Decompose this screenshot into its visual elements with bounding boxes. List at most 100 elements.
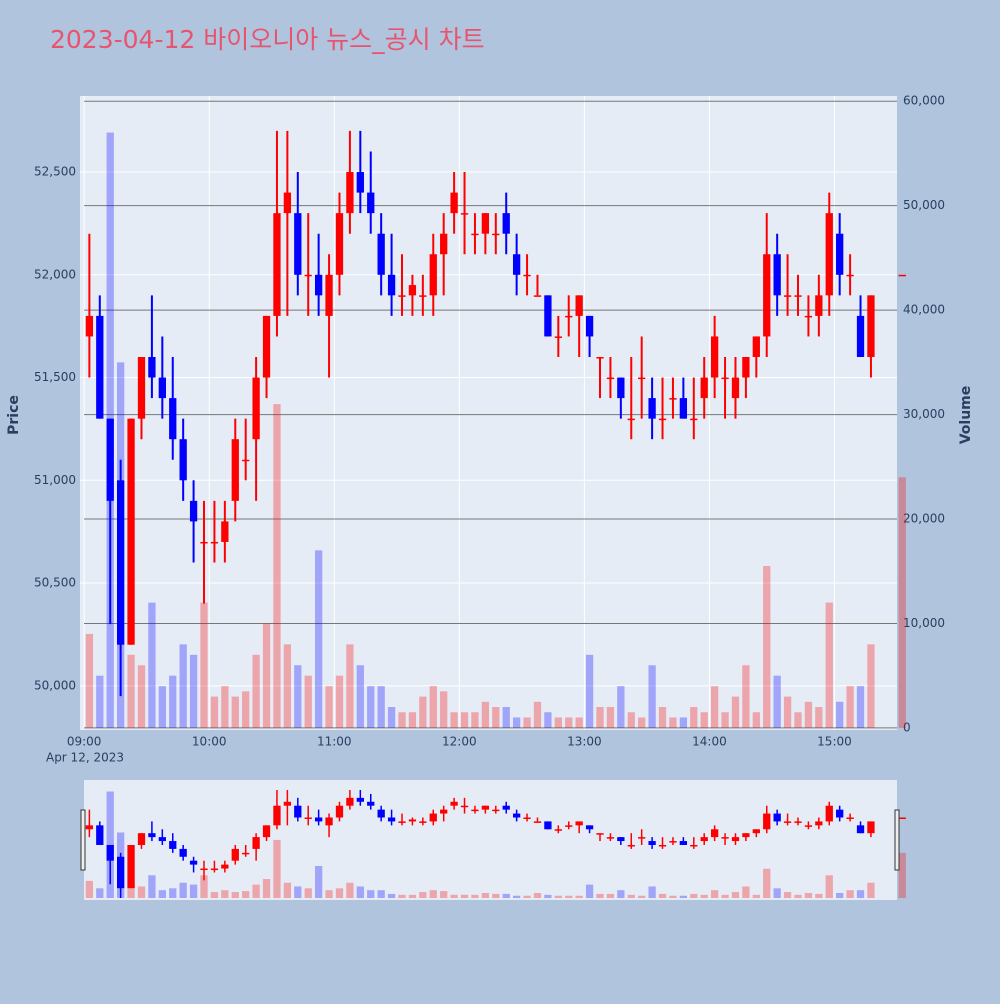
candle-body [387, 817, 396, 822]
candle-body [304, 274, 312, 277]
volume-bar [127, 654, 135, 728]
candle-body [200, 541, 208, 544]
volume-bar [585, 654, 594, 728]
candle-body [377, 233, 385, 275]
volume-bar [450, 712, 458, 728]
candle-body [127, 418, 135, 645]
slider-volume-bar [773, 888, 781, 898]
candle-body [148, 833, 156, 838]
candle-body [189, 860, 198, 865]
volume-bar [148, 602, 156, 728]
candle-body [367, 192, 375, 214]
volume-bar [169, 675, 177, 728]
volume-bar [846, 686, 854, 728]
candle-body [658, 418, 667, 421]
slider-volume-bar [512, 895, 521, 898]
slider-volume-bar [700, 894, 708, 898]
x-tick-label: 10:00 [192, 735, 227, 749]
candle-body [898, 817, 906, 819]
slider-handle[interactable] [80, 809, 86, 871]
candle-body [752, 336, 760, 357]
slider-volume-bar [294, 886, 302, 898]
candle-body [346, 797, 354, 806]
candle-body [210, 868, 219, 871]
volume-bar [700, 712, 708, 728]
volume-bar [356, 665, 364, 728]
slider-volume-bar [450, 894, 458, 898]
volume-bar [273, 404, 281, 728]
candle-body [408, 285, 417, 296]
candle-body [429, 254, 437, 296]
candle-body [856, 825, 865, 834]
candle-body [210, 541, 219, 544]
slider-volume-bar [867, 882, 875, 898]
slider-volume-bar [419, 892, 427, 898]
slider-volume-bar [367, 890, 375, 898]
slider-volume-bar [544, 894, 552, 898]
volume-bar [408, 712, 417, 728]
slider-volume-bar [533, 892, 542, 898]
candle-body [700, 837, 708, 842]
volume-bar [794, 712, 802, 728]
candle-body [137, 356, 146, 419]
candle-body [450, 801, 458, 806]
candle-body [533, 295, 542, 297]
candle-body [231, 848, 239, 861]
slider-volume-bar [169, 888, 177, 898]
slider-handle[interactable] [894, 809, 900, 871]
candle-body [533, 821, 542, 823]
candle-body [763, 813, 771, 830]
slider-volume-bar [804, 892, 813, 898]
slider-volume-bar [815, 893, 823, 898]
candle-body [346, 172, 354, 214]
candle-body [242, 459, 250, 462]
volume-bar [471, 712, 479, 728]
volume-bar [783, 696, 792, 728]
candle-body [544, 821, 552, 830]
candle-body [596, 356, 604, 359]
slider-volume-bar [742, 886, 750, 898]
range-slider[interactable] [84, 780, 897, 900]
candle-body [106, 418, 114, 501]
candle-body [836, 809, 844, 818]
x-tick-label: 15:00 [817, 735, 852, 749]
candle-body [294, 213, 302, 275]
candle-body [690, 418, 698, 421]
candle-body [398, 295, 406, 297]
slider-volume-bar [627, 894, 635, 898]
volume-bar [492, 707, 500, 728]
candle-body [481, 805, 490, 810]
volume-bar [773, 675, 781, 728]
candle-body [262, 315, 271, 378]
slider-volume-bar [825, 875, 833, 898]
slider-volume-bar [304, 888, 312, 898]
candle-body [846, 817, 854, 819]
volume-bar [460, 712, 469, 728]
candle-body [710, 336, 719, 378]
candle-body [408, 819, 417, 822]
candle-body [575, 295, 583, 316]
candle-body [502, 805, 510, 810]
candle-body [721, 377, 729, 380]
candle-body [763, 254, 771, 337]
candle-body [773, 254, 781, 296]
candle-body [606, 837, 615, 839]
candle-body [429, 813, 437, 822]
volume-bar [262, 623, 271, 728]
candle-body [638, 377, 646, 380]
candle-body [554, 336, 562, 338]
candle-body [356, 797, 364, 802]
candle-body [731, 837, 740, 842]
volume-bar [825, 602, 833, 728]
volume-bar [731, 696, 740, 728]
slider-volume-bar [398, 894, 406, 898]
candle-body [825, 805, 833, 822]
candle-body [783, 821, 792, 823]
slider-volume-bar [273, 839, 281, 898]
volume-bar [398, 712, 406, 728]
candle-body [367, 801, 375, 806]
x-tick-label: 13:00 [567, 735, 602, 749]
slider-volume-bar [408, 894, 417, 898]
slider-volume-bar [648, 886, 656, 898]
